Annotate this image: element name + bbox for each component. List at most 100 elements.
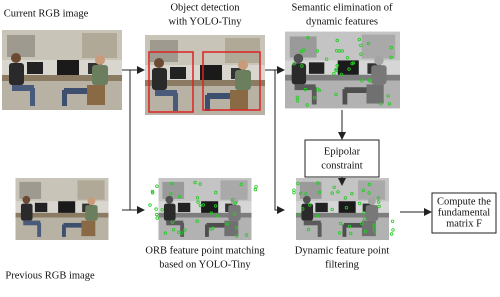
feature-point (390, 219, 395, 223)
label-orb: based on YOLO-Tiny (159, 259, 251, 270)
label-compute: matrix F (446, 218, 482, 229)
feature-point (359, 43, 363, 48)
feature-point (301, 207, 305, 211)
feature-point (344, 205, 349, 210)
feature-point (316, 87, 320, 91)
feature-point (357, 37, 361, 42)
feature-point (367, 78, 371, 82)
feature-point (367, 191, 371, 195)
feature-point (312, 95, 317, 100)
feature-point (332, 185, 336, 189)
feature-point (339, 72, 344, 77)
feature-point (377, 204, 381, 209)
feature-point (169, 192, 173, 196)
feature-point (360, 221, 364, 226)
feature-point (303, 87, 308, 92)
feature-point (332, 71, 336, 76)
feature-point (349, 231, 353, 236)
feature-point (359, 52, 363, 56)
label-semantic: dynamic features (306, 16, 378, 27)
feature-point (387, 102, 392, 106)
feature-point (193, 180, 197, 185)
feature-point (233, 201, 237, 205)
feature-point (296, 181, 300, 186)
feature-point (160, 208, 164, 212)
image-filtering (292, 178, 395, 240)
feature-point (386, 94, 390, 98)
label-epipolar: constraint (321, 160, 362, 171)
feature-point (389, 45, 393, 50)
label-current: Current RGB image (4, 8, 89, 19)
feature-point (362, 211, 366, 215)
feature-point (195, 219, 199, 223)
feature-point (163, 231, 168, 235)
label-orb: ORB feature point matching (145, 245, 265, 256)
feature-point (315, 49, 319, 53)
feature-point (292, 62, 296, 66)
feature-point (254, 184, 258, 189)
feature-point (209, 211, 213, 215)
feature-point (150, 191, 155, 195)
feature-point (366, 41, 371, 46)
compute-box (431, 192, 497, 234)
feature-point (253, 187, 257, 192)
feature-point (154, 207, 158, 211)
feature-point (376, 196, 380, 200)
feature-point (209, 227, 213, 231)
feature-point (339, 221, 343, 226)
feature-point (305, 103, 309, 107)
feature-point (148, 203, 152, 207)
feature-point (391, 228, 395, 232)
feature-point (234, 225, 239, 230)
feature-point (230, 198, 235, 202)
feature-point (372, 223, 376, 227)
feature-point (334, 92, 338, 97)
label-compute: Compute the (437, 196, 491, 207)
feature-point (213, 204, 218, 208)
epipolar-box (304, 139, 380, 178)
feature-point (347, 224, 352, 229)
feature-point (295, 95, 300, 99)
feature-point (360, 78, 364, 83)
feature-point (315, 214, 320, 218)
image-current (2, 30, 122, 110)
feature-point (389, 232, 394, 236)
feature-point (343, 196, 348, 200)
feature-point (301, 48, 306, 52)
feature-point (198, 203, 203, 208)
label-epipolar: Epipolar (324, 146, 361, 157)
feature-point (304, 192, 308, 196)
feature-point (176, 230, 181, 234)
label-detection: with YOLO-Tiny (168, 16, 242, 27)
feature-point (201, 203, 206, 207)
label-filtering: Dynamic feature point (295, 245, 390, 256)
feature-point (363, 216, 367, 221)
feature-point (298, 191, 303, 196)
image-previous (15, 178, 109, 240)
label-previous: Previous RGB image (5, 270, 95, 281)
feature-point (155, 216, 159, 220)
feature-point (214, 190, 218, 195)
feature-point (336, 190, 340, 194)
feature-point (308, 203, 312, 207)
feature-point (296, 212, 301, 217)
feature-point (324, 57, 329, 61)
feature-point (239, 182, 243, 187)
feature-point (179, 231, 184, 235)
feature-point (347, 67, 351, 71)
feature-point (335, 63, 339, 68)
image-semantic (285, 31, 400, 109)
feature-point (389, 55, 393, 60)
image-orb (148, 178, 258, 240)
feature-point (306, 35, 310, 40)
feature-point (316, 181, 320, 185)
feature-point (225, 222, 229, 226)
feature-point (345, 56, 350, 60)
feature-point (170, 181, 174, 186)
feature-point (292, 190, 296, 195)
feature-point (171, 228, 176, 232)
feature-point (234, 234, 239, 238)
feature-point (357, 201, 362, 206)
feature-point (372, 225, 377, 229)
